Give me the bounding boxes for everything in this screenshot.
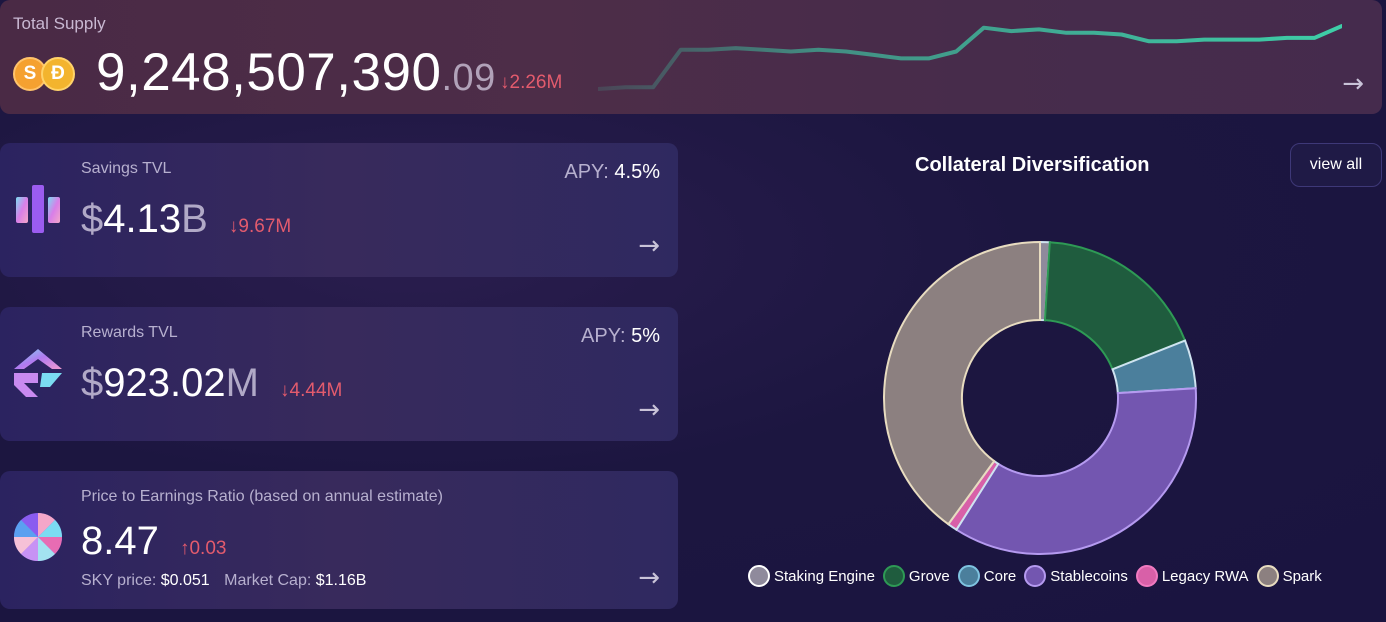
savings-icon: [16, 185, 60, 233]
rewards-apy: APY: 5%: [581, 325, 660, 348]
pe-ratio-amount: 8.47: [81, 519, 159, 563]
legend-item-staking-engine[interactable]: Staking Engine: [748, 565, 875, 587]
pe-ratio-title: Price to Earnings Ratio (based on annual…: [81, 488, 443, 505]
legend-label: Grove: [908, 567, 950, 585]
total-supply-delta: ↓2.26M: [500, 72, 563, 93]
legend-item-stablecoins[interactable]: Stablecoins: [1024, 565, 1128, 587]
legend-label: Spark: [1282, 567, 1322, 585]
legend-swatch: [748, 565, 770, 587]
sky-price-label: SKY price:: [81, 572, 157, 589]
market-cap-value: $1.16B: [315, 572, 367, 589]
collateral-donut-chart: [883, 240, 1197, 555]
savings-apy-value: 4.5%: [614, 161, 660, 183]
legend-item-spark[interactable]: Spark: [1256, 565, 1322, 587]
legend-swatch: [1135, 565, 1158, 587]
savings-tvl-title: Savings TVL: [81, 160, 172, 177]
legend-label: Core: [983, 567, 1017, 585]
market-cap-label: Market Cap:: [224, 572, 312, 589]
total-supply-card[interactable]: Total Supply S Đ 9,248,507,390.09 ↓2.26M…: [0, 0, 1382, 114]
savings-delta: ↓9.67M: [228, 216, 292, 237]
savings-arrow-icon[interactable]: →: [638, 231, 660, 261]
rewards-unit: M: [225, 361, 259, 405]
total-supply-decimals: .09: [441, 57, 496, 99]
savings-currency: $: [81, 197, 104, 241]
rewards-tvl-title: Rewards TVL: [81, 324, 178, 341]
supply-sparkline: [598, 24, 1342, 91]
token-icons: S Đ: [13, 57, 77, 93]
legend-swatch: [1024, 565, 1047, 587]
savings-apy: APY: 4.5%: [564, 161, 660, 184]
legend-label: Legacy RWA: [1161, 567, 1249, 585]
pe-pinwheel-icon: [13, 512, 63, 562]
pe-ratio-card[interactable]: Price to Earnings Ratio (based on annual…: [0, 471, 678, 609]
rewards-tvl-card[interactable]: Rewards TVL APY: 5% $923.02M ↓4.44M →: [0, 307, 678, 441]
rewards-amount: 923.02: [103, 361, 226, 405]
rewards-currency: $: [81, 361, 104, 405]
rewards-arrow-icon[interactable]: →: [638, 395, 660, 425]
donut-slice-grove[interactable]: [1043, 241, 1187, 371]
savings-amount: 4.13: [103, 197, 182, 241]
rewards-apy-label: APY:: [581, 325, 626, 347]
rewards-tvl-value: $923.02M ↓4.44M: [81, 361, 342, 406]
legend-label: Staking Engine: [774, 567, 875, 585]
legend-label: Stablecoins: [1050, 567, 1128, 585]
sparkline-path: [598, 24, 1342, 91]
dai-coin-icon: Đ: [41, 57, 75, 91]
savings-tvl-card[interactable]: Savings TVL APY: 4.5% $4.13B ↓9.67M →: [0, 143, 678, 277]
legend-item-grove[interactable]: Grove: [882, 565, 950, 587]
legend-item-legacy-rwa[interactable]: Legacy RWA: [1135, 565, 1249, 587]
savings-apy-label: APY:: [564, 161, 609, 183]
sky-price-value: $0.051: [160, 572, 210, 589]
total-supply-value: 9,248,507,390.09: [96, 42, 496, 103]
savings-tvl-value: $4.13B ↓9.67M: [81, 197, 291, 242]
legend-swatch: [957, 565, 980, 587]
rewards-icon: [14, 349, 62, 397]
legend-item-core[interactable]: Core: [957, 565, 1017, 587]
pe-ratio-arrow-icon[interactable]: →: [638, 563, 660, 593]
total-supply-arrow-icon[interactable]: →: [1342, 69, 1364, 99]
pe-ratio-delta: ↑0.03: [179, 538, 227, 559]
chart-legend: Staking Engine Grove Core Stablecoins Legacy…: [748, 565, 1322, 587]
legend-swatch: [1256, 565, 1279, 587]
donut-slice-spark[interactable]: [883, 240, 1041, 526]
donut-slice-stablecoins[interactable]: [955, 387, 1197, 555]
savings-unit: B: [181, 197, 208, 241]
rewards-apy-value: 5%: [631, 325, 660, 347]
legend-swatch: [882, 565, 905, 587]
total-supply-label: Total Supply: [13, 14, 106, 33]
pe-ratio-value: 8.47 ↑0.03: [81, 519, 226, 564]
rewards-delta: ↓4.44M: [280, 380, 343, 401]
view-all-button[interactable]: view all: [1290, 143, 1382, 187]
total-supply-integer: 9,248,507,390: [96, 43, 442, 102]
chart-title: Collateral Diversification: [915, 154, 1150, 176]
pe-ratio-footer: SKY price: $0.051 Market Cap: $1.16B: [81, 572, 366, 590]
